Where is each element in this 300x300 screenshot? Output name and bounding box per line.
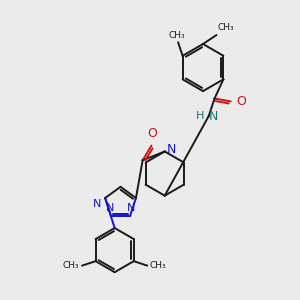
Text: N: N [93, 200, 102, 209]
Text: N: N [209, 110, 218, 123]
Text: CH₃: CH₃ [150, 261, 166, 270]
Text: N: N [105, 203, 114, 213]
Text: H: H [196, 111, 204, 121]
Text: CH₃: CH₃ [168, 31, 185, 40]
Text: O: O [236, 95, 246, 108]
Text: CH₃: CH₃ [63, 261, 79, 270]
Text: CH₃: CH₃ [218, 23, 234, 32]
Text: O: O [147, 127, 157, 140]
Text: N: N [127, 203, 135, 213]
Text: N: N [167, 143, 176, 157]
